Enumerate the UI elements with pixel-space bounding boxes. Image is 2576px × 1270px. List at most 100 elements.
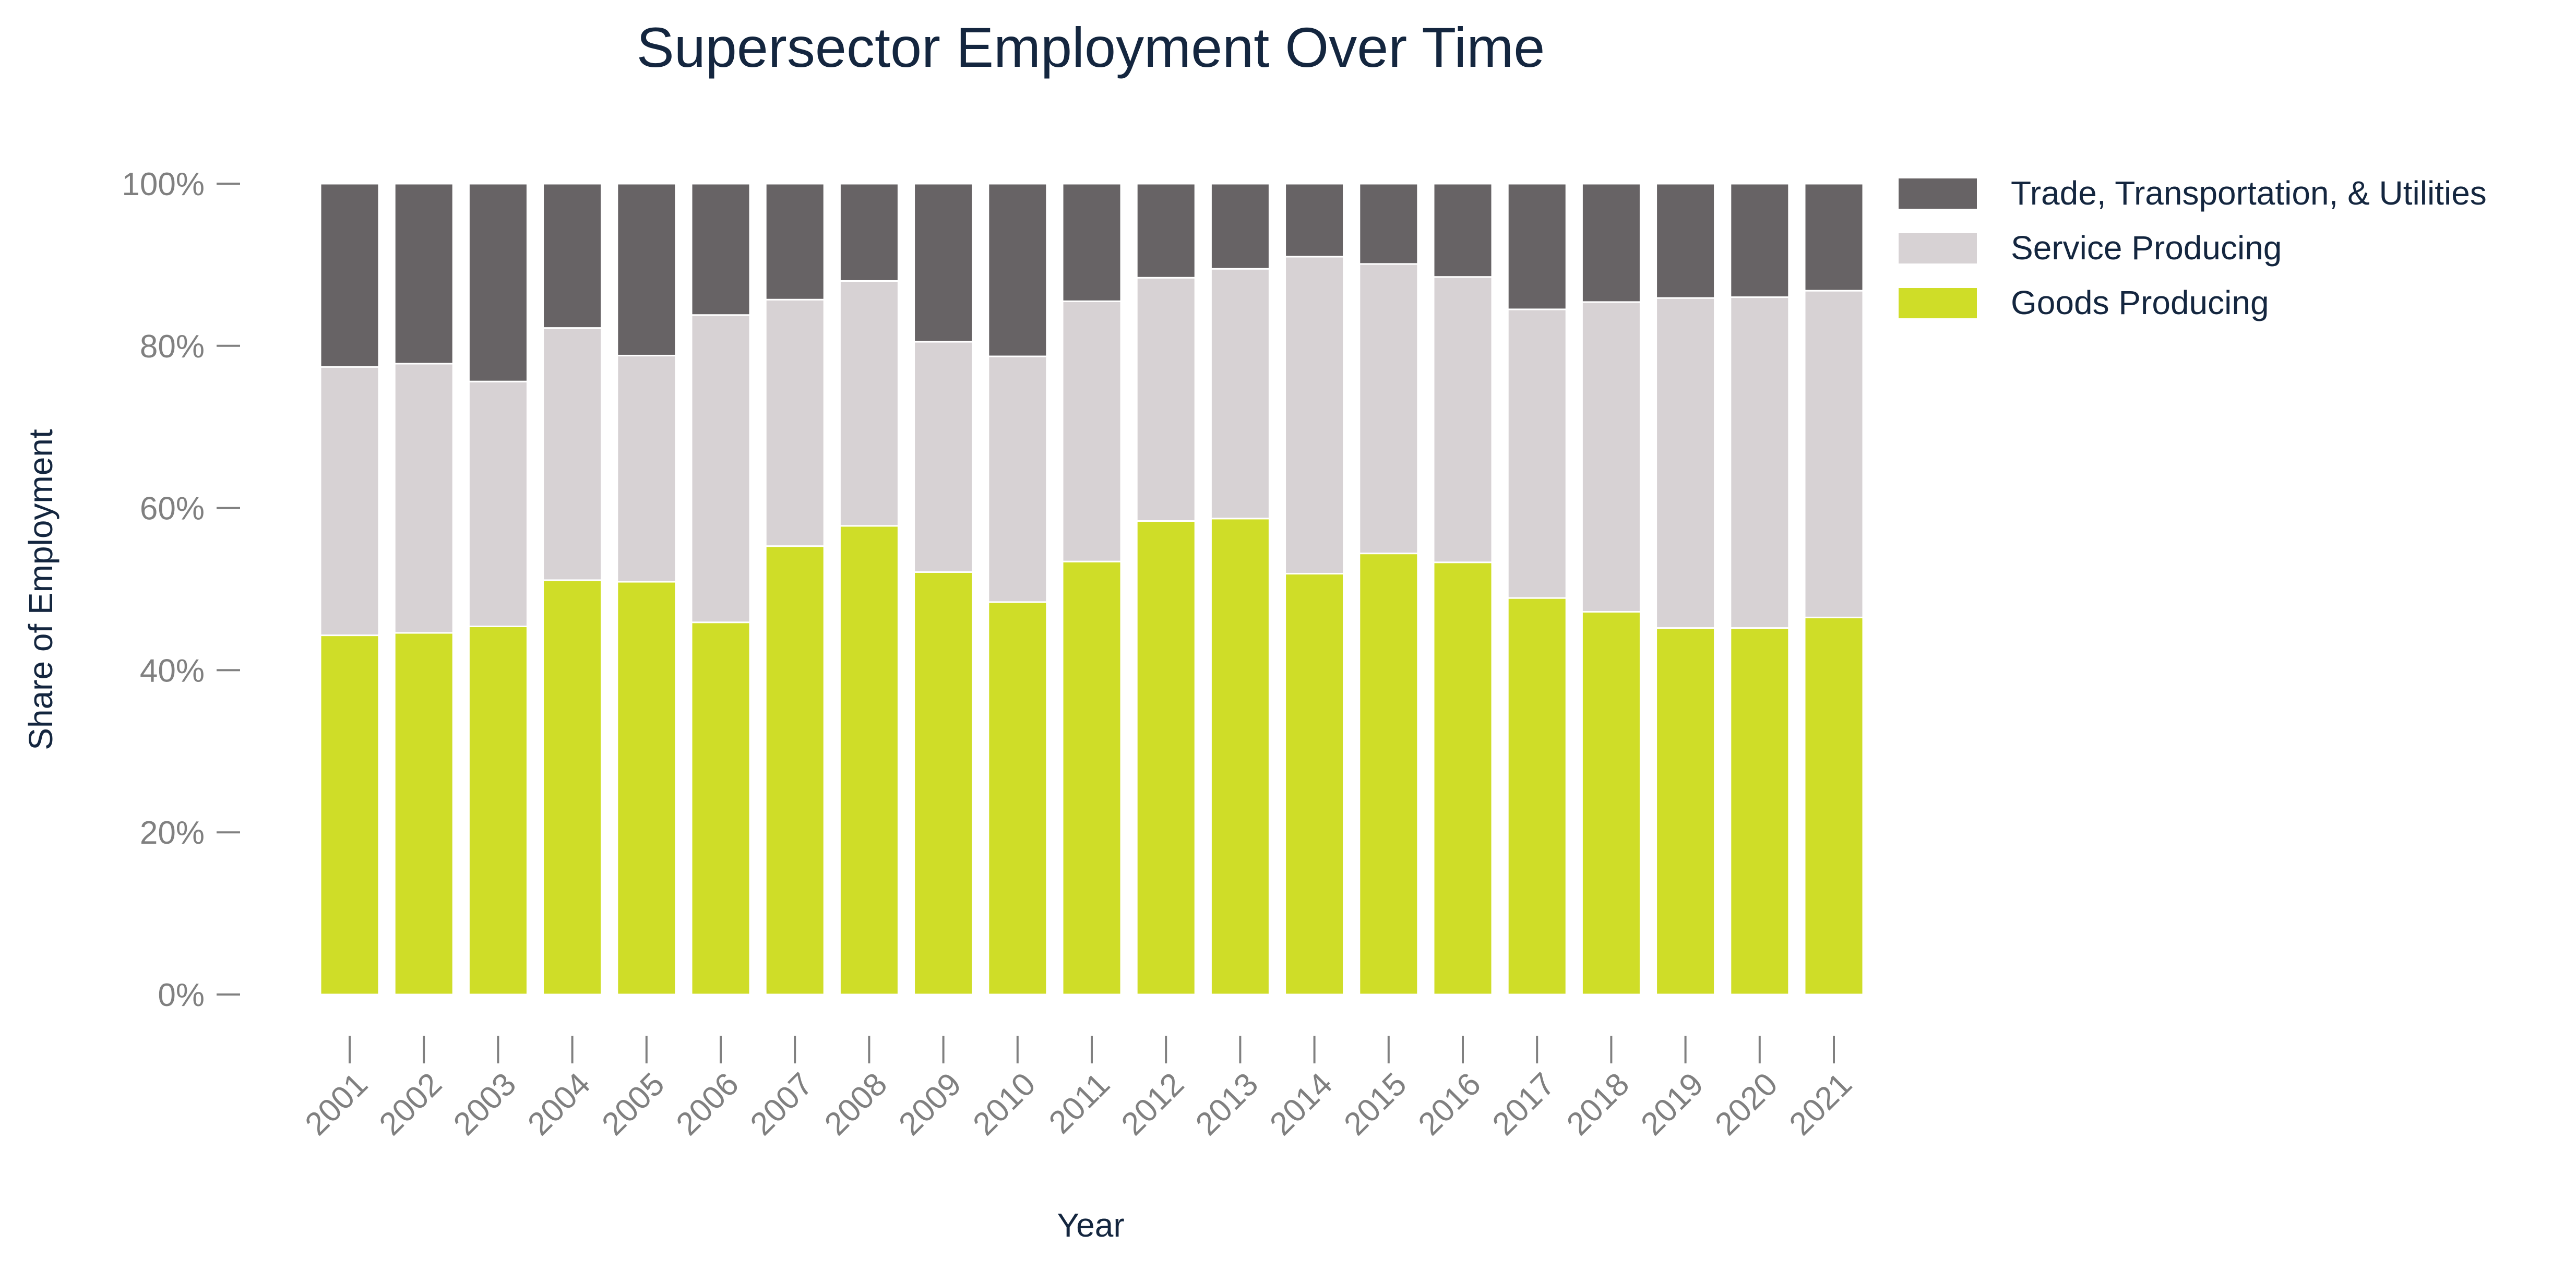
legend-label: Goods Producing (2011, 284, 2269, 321)
bar-segment (1210, 518, 1270, 996)
bar-segment (1284, 256, 1345, 574)
bar-segment (1210, 268, 1270, 520)
bars (319, 183, 1864, 996)
bar-segment (393, 183, 454, 365)
bar-segment (1062, 560, 1122, 996)
x-tick-label: 2008 (818, 1066, 894, 1142)
bar-segment (393, 632, 454, 996)
bar-segment (1507, 308, 1567, 599)
bar-segment (319, 183, 380, 368)
bar-segment (1433, 276, 1493, 564)
bar-segment (1284, 572, 1345, 996)
y-tick-label: 20% (140, 815, 205, 851)
x-tick-label: 2021 (1783, 1066, 1859, 1142)
x-tick-label: 2011 (1042, 1066, 1117, 1141)
x-tick-label: 2017 (1486, 1066, 1562, 1142)
legend-label: Service Producing (2011, 229, 2282, 267)
bar-segment (765, 298, 825, 547)
x-tick-label: 2019 (1634, 1066, 1710, 1142)
bar-segment (1804, 183, 1864, 292)
bar-segment (1062, 183, 1122, 302)
bar-segment (1730, 627, 1790, 996)
bar-segment (765, 183, 825, 301)
legend-label: Trade, Transportation, & Utilities (2011, 174, 2487, 212)
bar-segment (1655, 627, 1716, 996)
bar-segment (987, 183, 1048, 357)
bar-segment (468, 625, 528, 996)
bar-segment (468, 183, 528, 382)
x-tick-label: 2013 (1189, 1066, 1265, 1142)
legend-swatch (1899, 233, 1977, 263)
bar-segment (1062, 300, 1122, 562)
bar-segment (1433, 561, 1493, 996)
bar-segment (542, 183, 603, 329)
x-tick-label: 2014 (1263, 1066, 1339, 1142)
bar-segment (1358, 553, 1419, 996)
y-axis-label: Share of Employment (22, 429, 59, 750)
bar-segment (690, 183, 751, 316)
x-tick-label: 2003 (447, 1066, 523, 1142)
x-tick-label: 2015 (1337, 1066, 1413, 1142)
y-tick-label: 60% (140, 491, 205, 527)
x-tick-label: 2012 (1115, 1066, 1191, 1142)
bar-segment (1433, 183, 1493, 278)
bar-segment (1507, 183, 1567, 310)
bar-segment (319, 634, 380, 996)
bar-segment (1507, 597, 1567, 996)
bar-segment (1804, 616, 1864, 996)
y-tick-label: 100% (122, 166, 205, 202)
bar-segment (616, 354, 677, 583)
y-tick-label: 0% (158, 977, 205, 1013)
bar-segment (1581, 611, 1641, 996)
x-tick-label: 2006 (670, 1066, 746, 1142)
bar-segment (319, 366, 380, 637)
bar-segment (690, 314, 751, 624)
bar-segment (616, 581, 677, 996)
bar-segment (987, 601, 1048, 996)
bar-segment (1358, 263, 1419, 555)
bar-segment (542, 327, 603, 581)
bar-segment (765, 545, 825, 996)
bar-segment (987, 355, 1048, 603)
bar-segment (913, 571, 974, 996)
bar-segment (1655, 183, 1716, 299)
x-tick-label: 2020 (1708, 1066, 1784, 1142)
bar-segment (1136, 277, 1196, 522)
bar-segment (1730, 296, 1790, 629)
bar-segment (468, 380, 528, 627)
bar-segment (839, 183, 899, 282)
bar-segment (1581, 183, 1641, 303)
legend-swatch (1899, 288, 1977, 318)
bar-segment (1655, 297, 1716, 629)
bar-segment (1358, 183, 1419, 265)
x-tick-label: 2001 (299, 1066, 375, 1142)
x-tick-label: 2004 (521, 1066, 597, 1142)
x-tick-label: 2007 (744, 1066, 820, 1142)
bar-segment (616, 183, 677, 356)
legend-swatch (1899, 178, 1977, 209)
bar-segment (1581, 301, 1641, 613)
x-axis-label: Year (1057, 1206, 1124, 1244)
x-tick-label: 2005 (595, 1066, 671, 1142)
x-tick-label: 2018 (1560, 1066, 1636, 1142)
x-axis: 2001200220032004200520062007200820092010… (299, 1036, 1859, 1142)
bar-segment (913, 183, 974, 343)
bar-segment (839, 280, 899, 527)
x-tick-label: 2010 (966, 1066, 1042, 1142)
bar-segment (913, 341, 974, 573)
x-tick-label: 2002 (373, 1066, 449, 1142)
bar-segment (690, 621, 751, 996)
x-tick-label: 2016 (1412, 1066, 1488, 1142)
bar-segment (542, 579, 603, 996)
bar-segment (1284, 183, 1345, 258)
bar-segment (393, 363, 454, 634)
bar-segment (1136, 520, 1196, 996)
y-axis: 0% 20% 40% 60% 80% 100% (122, 166, 240, 1013)
bar-segment (1136, 183, 1196, 279)
bar-segment (1730, 183, 1790, 298)
legend: Trade, Transportation, & Utilities Servic… (1899, 174, 2487, 321)
bar-segment (1804, 290, 1864, 618)
bar-segment (1210, 183, 1270, 270)
x-tick-label: 2009 (892, 1066, 968, 1142)
